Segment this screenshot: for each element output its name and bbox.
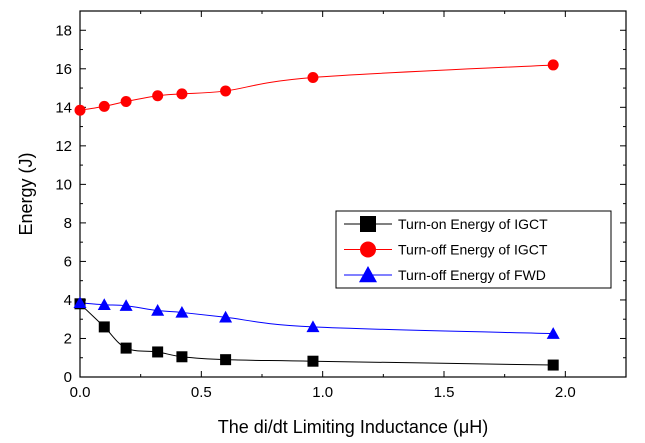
data-point-square [98,321,110,333]
x-tick-label: 0.0 [70,384,91,401]
data-point-triangle [97,298,111,310]
y-tick-label: 0 [64,369,72,386]
data-point-triangle [546,327,560,339]
y-axis-title: Energy (J) [16,152,36,235]
legend: Turn-on Energy of IGCT Turn-off Energy of… [335,210,612,289]
data-point-circle [220,85,232,97]
data-point-circle [307,71,319,83]
y-tick-label: 8 [64,215,72,232]
legend-label: Turn-on Energy of IGCT [398,216,548,232]
y-tick-label: 10 [55,176,72,193]
x-axis-title: The di/dt Limiting Inductance (μH) [218,417,489,437]
series-line-2 [79,64,554,111]
x-tick-label: 1.5 [434,384,455,401]
data-point-square [120,342,132,354]
data-point-square [307,355,319,367]
legend-marker [360,241,376,258]
y-tick-label: 4 [64,292,72,309]
legend-marker [360,216,376,232]
y-tick-label: 14 [55,99,72,116]
y-tick-label: 12 [55,138,72,155]
data-point-circle [120,96,132,108]
data-point-circle [176,88,188,100]
data-point-square [176,351,188,363]
data-point-circle [547,59,559,71]
plot-frame [79,10,627,378]
legend-label: Turn-off Energy of FWD [398,267,546,283]
data-point-circle [74,104,86,116]
data-point-square [152,346,164,358]
y-tick-label: 2 [64,330,72,347]
y-tick-label: 16 [55,61,72,78]
x-tick-label: 0.5 [191,384,212,401]
x-tick-label: 1.0 [312,384,333,401]
data-point-triangle [219,310,233,323]
legend-marker [359,266,377,283]
data-point-circle [98,100,110,112]
data-point-triangle [306,320,320,333]
x-tick-label: 2.0 [555,384,576,401]
data-point-triangle [119,299,133,311]
data-point-triangle [73,296,87,309]
data-point-triangle [175,305,189,318]
data-point-circle [152,90,164,102]
data-point-square [220,354,232,366]
data-point-square [547,359,559,371]
y-tick-label: 18 [55,22,72,39]
legend-label: Turn-off Energy of IGCT [398,242,548,258]
data-point-triangle [151,304,165,316]
y-tick-label: 6 [64,253,72,270]
